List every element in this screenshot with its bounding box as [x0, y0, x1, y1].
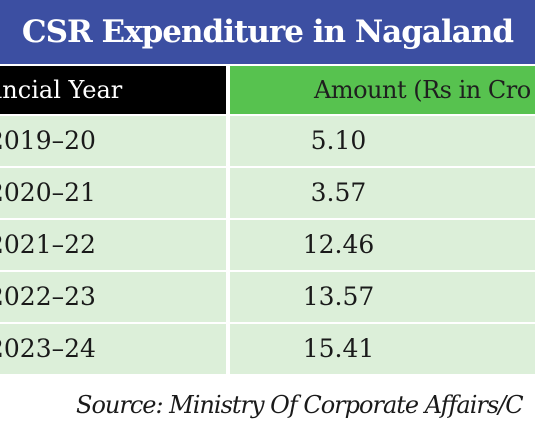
table-header-row: ancial Year Amount (Rs in Cro [0, 66, 535, 114]
year-cell: 2022–23 [0, 272, 226, 322]
year-cell: 2019–20 [0, 116, 226, 166]
amount-cell: 5.10 [230, 116, 535, 166]
year-cell: 2021–22 [0, 220, 226, 270]
table-row: 2020–21 3.57 [0, 168, 535, 218]
column-divider [226, 66, 230, 114]
table-body: 2019–20 5.10 2020–21 3.57 2021–22 12.46 … [0, 116, 535, 376]
column-divider [226, 116, 230, 166]
amount-cell: 12.46 [230, 220, 535, 270]
year-cell: 2020–21 [0, 168, 226, 218]
source-note: Source: Ministry Of Corporate Affairs/C [0, 376, 535, 434]
column-divider [226, 272, 230, 322]
column-divider [226, 220, 230, 270]
column-divider [226, 168, 230, 218]
column-divider [226, 324, 230, 374]
chart-title: CSR Expenditure in Nagaland [0, 0, 535, 64]
amount-cell: 15.41 [230, 324, 535, 374]
table-row: 2023–24 15.41 [0, 324, 535, 374]
amount-cell: 13.57 [230, 272, 535, 322]
header-financial-year: ancial Year [0, 66, 226, 114]
header-amount: Amount (Rs in Cro [230, 66, 535, 114]
year-cell: 2023–24 [0, 324, 226, 374]
table-row: 2022–23 13.57 [0, 272, 535, 322]
bottom-margin [0, 434, 535, 445]
table-row: 2019–20 5.10 [0, 116, 535, 166]
table-row: 2021–22 12.46 [0, 220, 535, 270]
amount-cell: 3.57 [230, 168, 535, 218]
